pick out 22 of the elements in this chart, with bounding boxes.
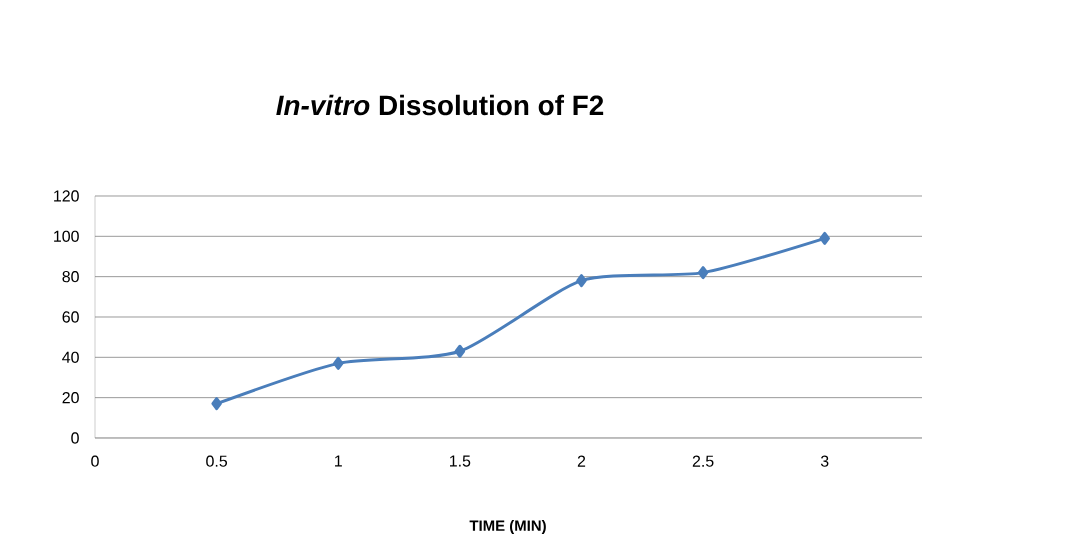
x-tick-label: 1.5 — [450, 455, 471, 467]
x-tick-label: 0.5 — [206, 455, 228, 467]
x-tick-label: 3 — [820, 455, 829, 467]
x-tick-label: 1 — [335, 455, 342, 467]
y-tick-label: 20 — [62, 392, 79, 404]
y-tick-label: 120 — [54, 190, 79, 202]
point — [819, 231, 830, 245]
y-tick-label: 100 — [54, 230, 79, 242]
x-axis-title: TIME (MIN) — [469, 520, 546, 534]
point — [211, 397, 222, 411]
y-tick-label: 0 — [71, 432, 79, 444]
y-tick-label: 40 — [62, 351, 79, 363]
point — [333, 356, 344, 370]
x-tick-label: 2.5 — [692, 455, 714, 467]
chart-title: In-vitro Dissolution of F2 — [276, 94, 604, 116]
x-tick-label: 2 — [577, 455, 586, 467]
point — [697, 266, 709, 280]
y-tick-label: 60 — [62, 311, 79, 323]
point — [454, 344, 466, 358]
y-tick-label: 80 — [62, 271, 79, 283]
point — [576, 274, 587, 288]
x-tick-label: 0 — [91, 455, 99, 467]
